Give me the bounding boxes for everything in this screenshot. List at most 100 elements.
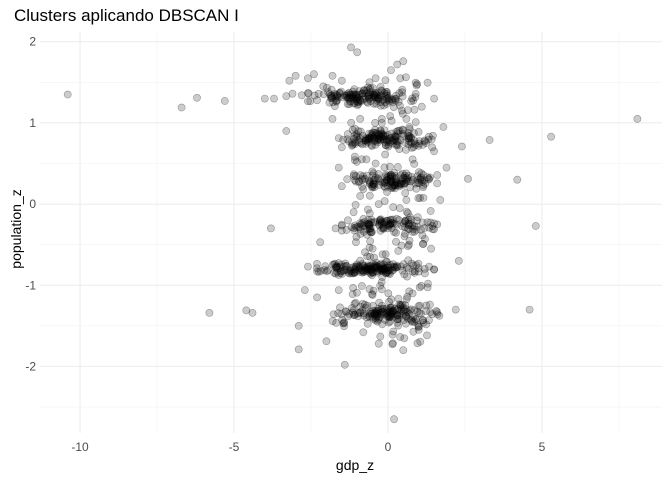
data-point — [356, 127, 365, 136]
data-point — [381, 269, 390, 278]
data-point — [358, 89, 366, 98]
data-point — [367, 228, 376, 236]
data-point — [377, 301, 386, 310]
data-point — [421, 179, 430, 188]
data-point — [384, 136, 393, 145]
data-point — [376, 94, 384, 102]
data-point — [294, 345, 303, 354]
data-point — [350, 226, 359, 235]
data-point — [342, 261, 351, 270]
data-point — [380, 163, 389, 172]
data-point — [361, 266, 370, 275]
data-point — [386, 177, 395, 186]
data-point — [408, 155, 417, 164]
data-point — [368, 268, 377, 277]
data-point — [342, 307, 350, 316]
data-point — [374, 94, 383, 103]
data-point — [350, 156, 359, 164]
data-point — [340, 266, 349, 275]
data-point — [335, 89, 344, 98]
data-point — [406, 183, 415, 192]
data-point — [322, 83, 331, 92]
data-point — [349, 268, 358, 277]
data-point — [411, 315, 420, 323]
data-point — [426, 308, 435, 316]
data-point — [291, 71, 300, 80]
data-point — [391, 175, 399, 183]
data-point — [348, 125, 357, 134]
data-point — [412, 216, 421, 225]
data-point — [371, 93, 380, 102]
data-point — [403, 308, 412, 316]
data-point — [388, 136, 397, 145]
data-point — [400, 179, 409, 188]
data-point — [363, 205, 372, 214]
data-point — [379, 304, 388, 313]
data-point — [410, 105, 419, 114]
data-point — [395, 89, 404, 98]
data-point — [330, 91, 338, 100]
data-point — [352, 132, 361, 141]
data-point — [385, 308, 394, 316]
data-point — [419, 318, 428, 327]
data-point — [396, 171, 405, 180]
data-point — [337, 310, 346, 318]
data-point — [386, 215, 395, 224]
data-point — [378, 265, 387, 274]
data-point — [355, 177, 364, 186]
data-point — [340, 360, 349, 369]
data-point — [391, 263, 400, 272]
data-point — [351, 200, 360, 209]
data-point — [388, 309, 397, 318]
data-point — [350, 131, 359, 140]
data-point — [337, 182, 346, 191]
data-point — [350, 138, 359, 147]
data-point — [430, 219, 438, 228]
data-point — [423, 78, 432, 87]
data-point — [402, 312, 411, 321]
data-point — [366, 97, 375, 105]
data-point — [399, 131, 408, 140]
data-point — [392, 237, 400, 246]
data-point — [399, 307, 408, 316]
data-point — [385, 97, 394, 106]
data-point — [405, 306, 414, 315]
data-point — [374, 94, 383, 103]
data-point — [331, 269, 340, 278]
data-point — [366, 252, 374, 261]
data-point — [386, 171, 395, 180]
data-point — [349, 208, 358, 217]
data-point — [339, 93, 348, 102]
data-point — [372, 128, 381, 137]
data-point — [424, 132, 433, 141]
data-point — [379, 96, 388, 104]
data-point — [395, 311, 404, 320]
data-point — [428, 310, 437, 319]
data-point — [331, 259, 340, 268]
data-point — [379, 131, 388, 140]
data-point — [416, 301, 424, 310]
data-point — [406, 219, 414, 228]
data-point — [285, 76, 294, 85]
data-point — [361, 303, 370, 312]
data-point — [373, 309, 381, 318]
data-point — [350, 134, 358, 143]
data-point — [366, 177, 375, 186]
data-point — [415, 179, 424, 188]
data-point — [394, 304, 403, 313]
data-point — [405, 236, 414, 245]
data-point — [376, 98, 385, 107]
data-point — [361, 136, 370, 145]
data-point — [382, 95, 391, 104]
data-point — [371, 159, 380, 168]
data-point — [378, 307, 387, 316]
data-point — [391, 132, 400, 140]
data-point — [376, 215, 385, 224]
data-point — [389, 260, 398, 269]
data-point — [370, 262, 379, 270]
data-point — [358, 268, 367, 277]
data-point — [385, 162, 394, 171]
data-point — [390, 135, 399, 144]
data-point — [350, 310, 358, 319]
data-point — [384, 266, 393, 275]
